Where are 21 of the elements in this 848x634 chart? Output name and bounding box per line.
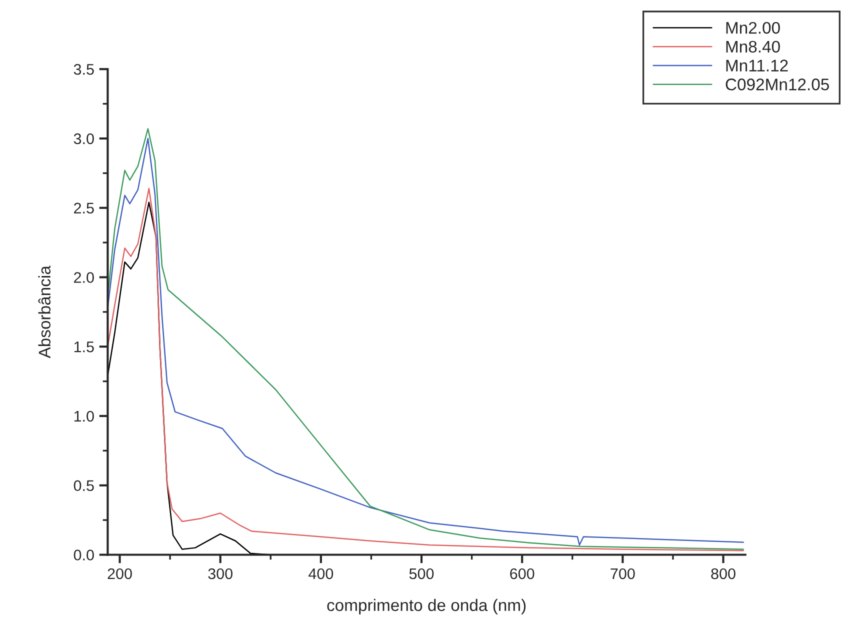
y-tick-label: 3.0 xyxy=(74,133,94,144)
y-tick-label: 0.0 xyxy=(74,550,94,560)
legend-label: C092Mn12.05 xyxy=(726,78,829,90)
y-axis-title: Absorbância xyxy=(38,266,51,358)
y-tick-label: 1.5 xyxy=(74,342,94,352)
legend-label: Mn11.12 xyxy=(726,60,788,72)
x-tick-label: 400 xyxy=(308,568,334,580)
x-tick-label: 700 xyxy=(610,568,635,580)
legend-label: Mn2.00 xyxy=(726,22,780,34)
x-axis-title: comprimento de onda (nm) xyxy=(327,598,526,614)
x-tick-label: 600 xyxy=(510,568,534,580)
x-tick-label: 200 xyxy=(108,568,132,580)
x-tick-label: 300 xyxy=(208,568,232,580)
y-tick-label: 0.5 xyxy=(74,480,94,492)
legend-label: Mn8.40 xyxy=(726,40,780,53)
x-tick-label: 500 xyxy=(409,568,434,580)
x-tick-label: 800 xyxy=(711,568,736,580)
y-tick-label: 1.0 xyxy=(74,410,94,422)
y-tick-label: 2.0 xyxy=(74,272,94,283)
y-tick-label: 3.5 xyxy=(74,64,94,75)
y-tick-label: 2.5 xyxy=(74,202,94,214)
